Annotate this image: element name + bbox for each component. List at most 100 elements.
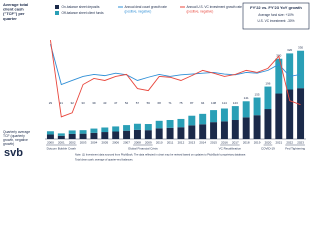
bar-total-label: 123 <box>233 101 238 105</box>
x-tick-label: 2003 <box>80 140 87 144</box>
chart: Average total client cash ("TCF") per quart… <box>3 2 310 162</box>
bar-total-label: 108 <box>211 101 216 105</box>
legend-label: On-balance sheet deposits <box>62 5 100 9</box>
bar-segment <box>275 58 283 94</box>
bar-segment <box>264 109 272 139</box>
x-tick-label: 2009 <box>145 140 152 144</box>
x-tick-label: 2017 <box>232 140 239 144</box>
bar-segment <box>275 93 283 139</box>
box-line: U.S. VC investment: -30% <box>257 19 294 23</box>
legend-sublabel: (positive, negative) <box>187 9 214 13</box>
bar-segment <box>210 122 218 139</box>
box-title: FY'22 vs. FY'23 YoY growth <box>250 5 302 10</box>
bar-segment <box>112 126 120 132</box>
bar-segment <box>144 124 152 131</box>
bar-segment <box>242 117 250 139</box>
bar-total-label: 21 <box>60 101 64 105</box>
bar-segment <box>286 53 294 90</box>
x-tick-label: 2014 <box>199 140 206 144</box>
bar-segment <box>101 132 109 139</box>
legend-swatch <box>55 5 59 9</box>
bar-segment <box>155 120 163 129</box>
bar-segment <box>90 128 98 133</box>
bar-total-label: 94 <box>201 101 205 105</box>
bar-segment <box>220 121 228 139</box>
bar-segment <box>166 120 174 128</box>
x-tick-label: 2010 <box>156 140 163 144</box>
x-tick-label: 2012 <box>178 140 185 144</box>
bar-segment <box>166 127 174 139</box>
x-tick-label: 2008 <box>134 140 141 144</box>
bar-total-label: 56 <box>147 101 151 105</box>
x-tick-label: 2001 <box>58 140 65 144</box>
bar-total-label: 57 <box>136 101 140 105</box>
bar-segment <box>68 130 76 134</box>
bar-segment <box>123 125 131 131</box>
line-series <box>49 40 301 118</box>
bar-segment <box>79 130 87 134</box>
bar-segment <box>57 133 65 136</box>
bar-segment <box>188 115 196 126</box>
bar-total-label: 43 <box>103 101 107 105</box>
bar-segment <box>199 124 207 139</box>
x-tick-label: 2021 <box>275 140 282 144</box>
bar-total-label: 75 <box>179 101 183 105</box>
bar-total-label: 87 <box>190 101 194 105</box>
bar-total-label: 29 <box>49 101 53 105</box>
bar-segment <box>101 127 109 133</box>
bar-segment <box>231 120 239 139</box>
bar-total-label: 47 <box>114 101 118 105</box>
legend-label: Off-balance sheet client funds <box>62 11 105 15</box>
bar-segment <box>220 108 228 122</box>
event-label: Dotcom Bubble Crash <box>47 146 77 150</box>
bar-total-label: 155 <box>255 92 260 96</box>
x-tick-label: 2016 <box>221 140 228 144</box>
legend-label: Annual deal count growth rate <box>125 5 168 9</box>
bar-segment <box>133 123 141 130</box>
bar-segment <box>79 133 87 139</box>
footnote: Note: (1) Investment data sourced from P… <box>75 153 246 157</box>
bar-segment <box>210 110 218 123</box>
bar-total-label: 39 <box>92 101 96 105</box>
bar-segment <box>46 134 54 139</box>
bar-segment <box>57 135 65 139</box>
event-label: VC Recalibration <box>219 146 242 150</box>
bar-segment <box>90 132 98 139</box>
x-tick-label: 2006 <box>112 140 119 144</box>
x-tick-label: 2020 <box>265 140 272 144</box>
bar-segment <box>144 130 152 139</box>
bar-total-label: 52 <box>125 101 129 105</box>
x-tick-label: 2007 <box>123 140 130 144</box>
x-tick-label: 2011 <box>167 140 174 144</box>
line-series <box>50 44 301 86</box>
bar-segment <box>177 118 185 128</box>
bar-total-label: 320 <box>287 48 292 52</box>
event-label: Fed Tightening <box>285 146 305 150</box>
bar-total-label: 71 <box>168 101 172 105</box>
chart-title: Average total client cash ("TCF") per quart… <box>3 2 28 21</box>
bar-segment <box>112 131 120 139</box>
bar-total-label: 114 <box>222 101 227 105</box>
legend-label: Annual U.S. VC investment growth rate <box>187 5 243 9</box>
bar-total-label: 33 <box>81 101 85 105</box>
x-tick-label: 2019 <box>254 140 261 144</box>
bar-segment <box>253 115 261 139</box>
bar-segment <box>155 128 163 139</box>
x-tick-label: 2013 <box>188 140 195 144</box>
bar-segment <box>286 89 294 139</box>
x-tick-label: 2015 <box>210 140 217 144</box>
event-label: COVID-19 <box>261 146 275 150</box>
bar-segment <box>253 97 261 116</box>
legend-swatch <box>55 11 59 15</box>
bar-segment <box>242 101 250 118</box>
event-label: Global Financial Crisis <box>128 146 158 150</box>
bar-segment <box>46 131 54 135</box>
bar-total-label: 330 <box>298 46 303 50</box>
x-tick-label: 2002 <box>69 140 76 144</box>
bar-segment <box>297 88 305 139</box>
bar-segment <box>123 130 131 139</box>
bar-segment <box>231 106 239 121</box>
bar-total-label: 68 <box>158 101 162 105</box>
bar-segment <box>199 113 207 125</box>
bar-segment <box>297 50 305 89</box>
